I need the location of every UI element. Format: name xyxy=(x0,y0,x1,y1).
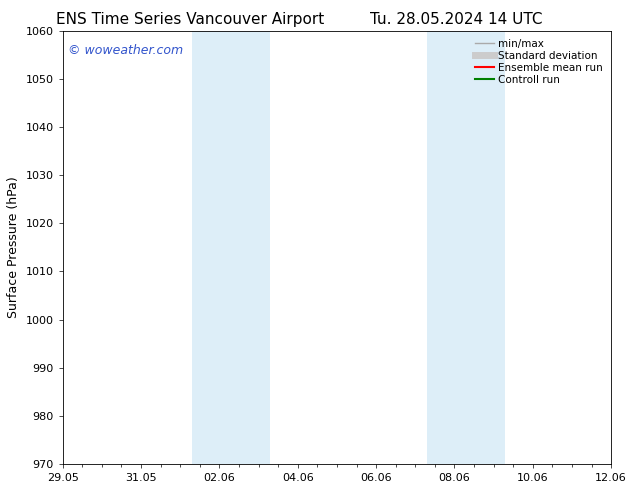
Y-axis label: Surface Pressure (hPa): Surface Pressure (hPa) xyxy=(7,176,20,318)
Bar xyxy=(427,30,505,464)
Text: © woweather.com: © woweather.com xyxy=(68,44,183,56)
Legend: min/max, Standard deviation, Ensemble mean run, Controll run: min/max, Standard deviation, Ensemble me… xyxy=(472,36,606,88)
Bar xyxy=(192,30,270,464)
Text: Tu. 28.05.2024 14 UTC: Tu. 28.05.2024 14 UTC xyxy=(370,12,543,27)
Text: ENS Time Series Vancouver Airport: ENS Time Series Vancouver Airport xyxy=(56,12,325,27)
